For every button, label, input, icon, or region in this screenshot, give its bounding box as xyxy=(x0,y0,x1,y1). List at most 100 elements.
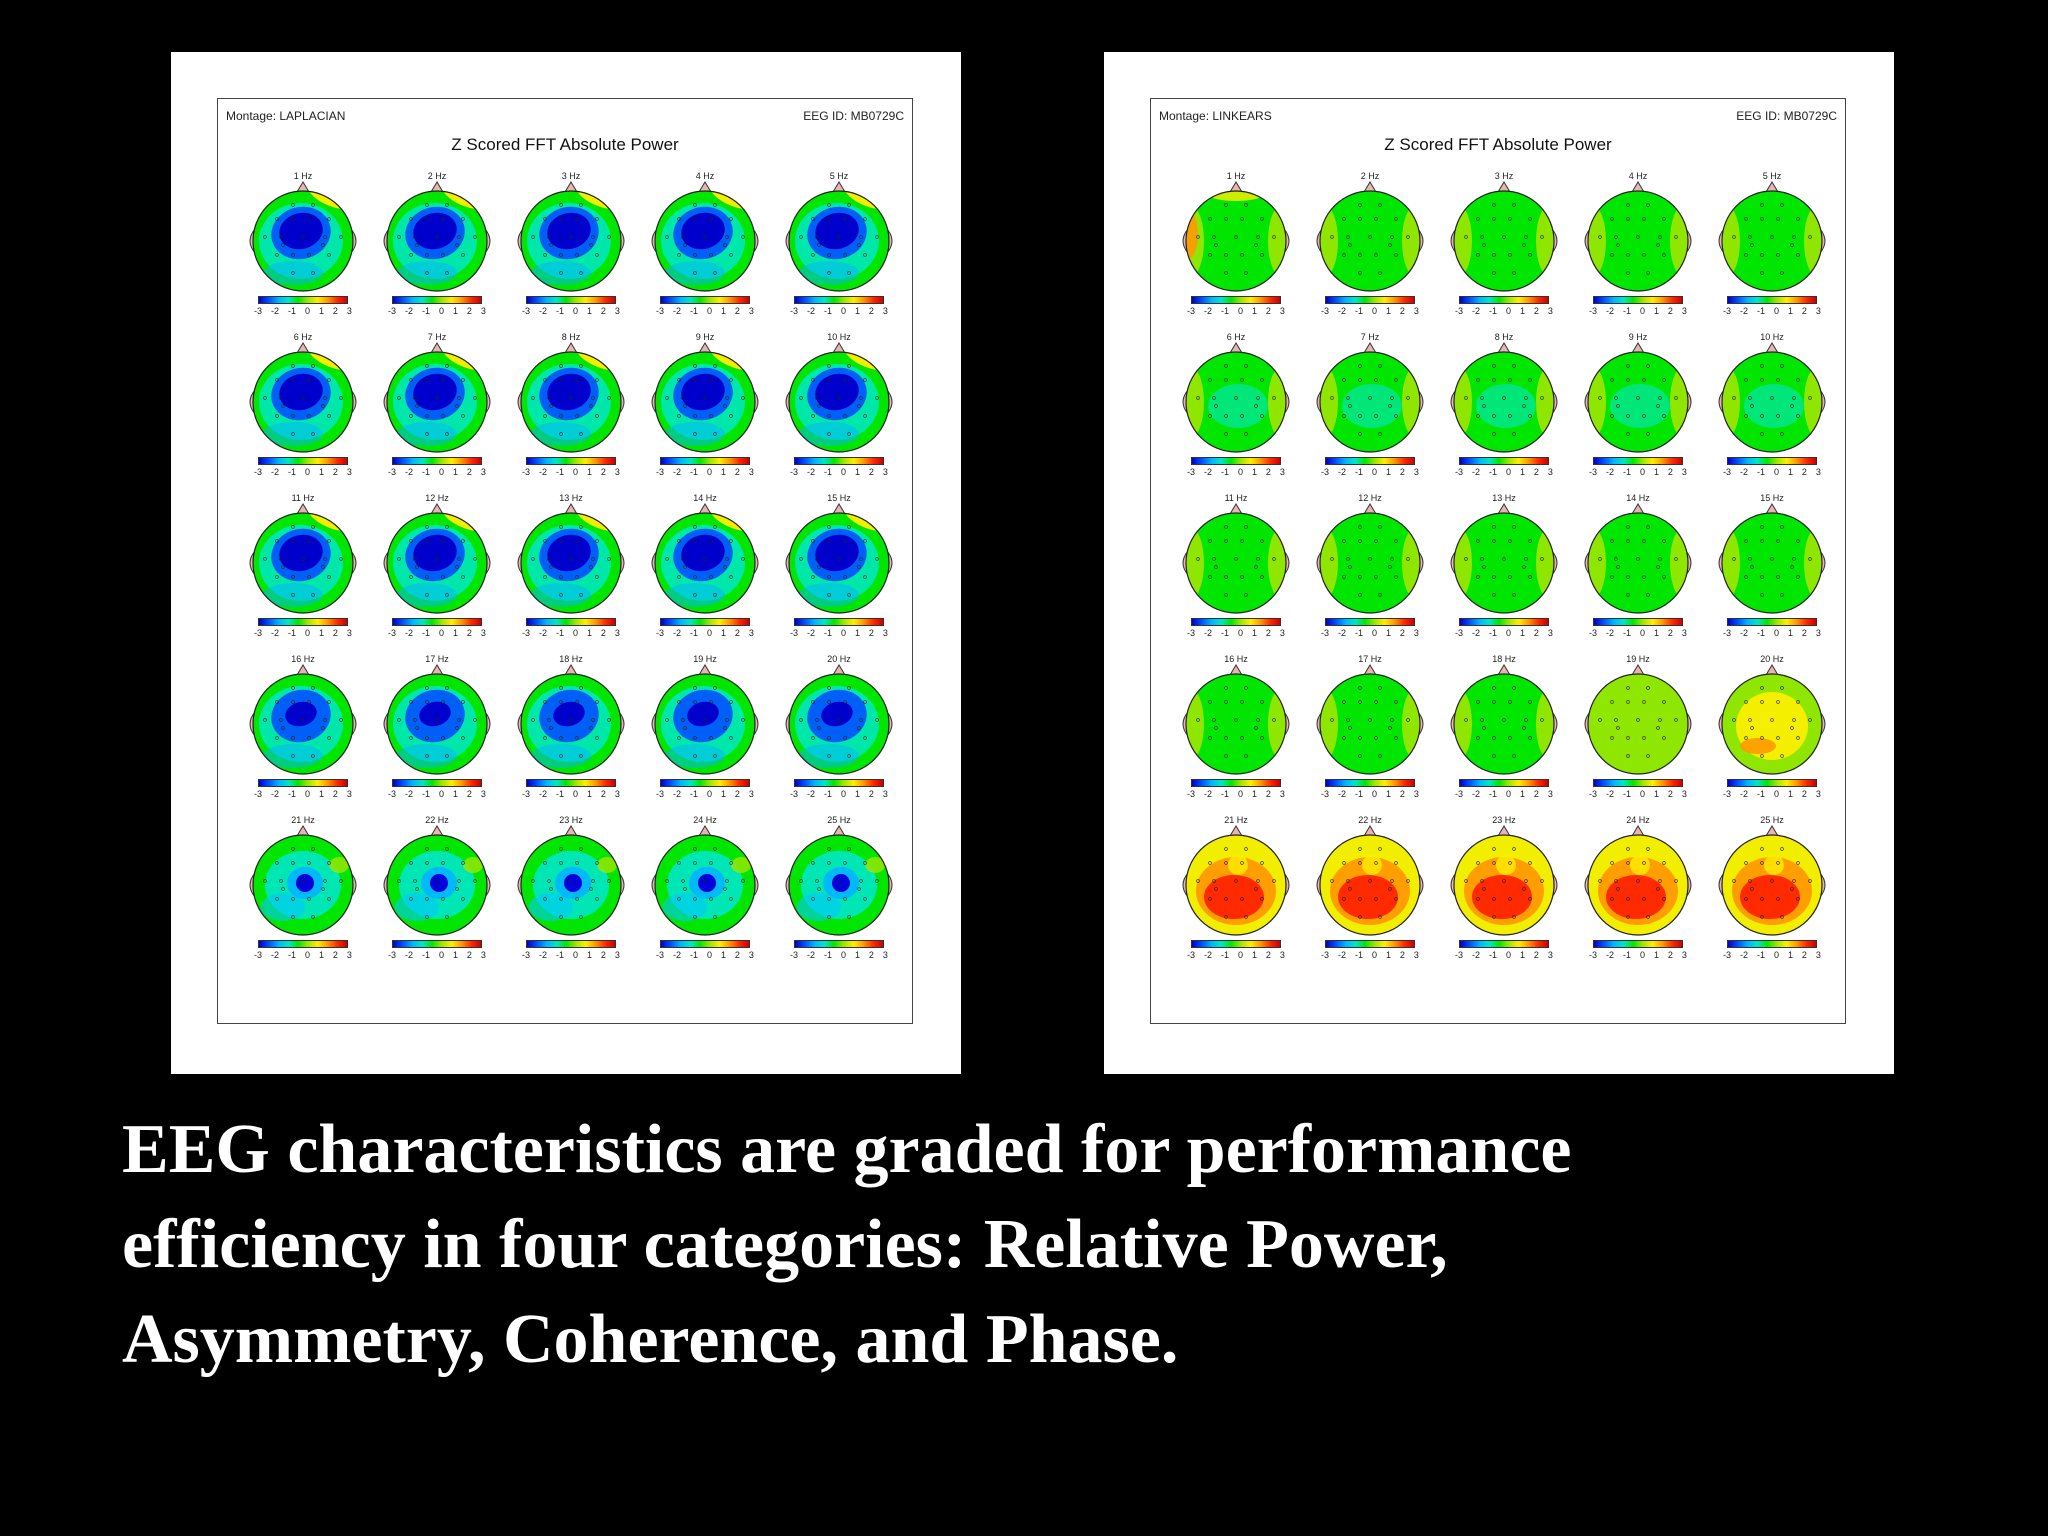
colorbar-tick-label: -3 xyxy=(790,306,799,316)
colorbar-tick-label: 3 xyxy=(1815,789,1821,799)
topomap-cell: 9 Hz -3 -2 -1 0 1 2 3 xyxy=(638,332,772,493)
colorbar-tick-label: 2 xyxy=(1801,306,1807,316)
colorbar-tick-label: -2 xyxy=(1739,306,1748,316)
scalp-topomap xyxy=(249,664,357,775)
frequency-label: 1 Hz xyxy=(1226,171,1246,181)
colorbar-tick-label: -2 xyxy=(1337,950,1346,960)
colorbar-tick-label: 0 xyxy=(1639,789,1645,799)
colorbar-tick-label: 2 xyxy=(466,950,472,960)
colorbar-tick-label: -3 xyxy=(1187,950,1196,960)
colorbar xyxy=(1727,618,1817,626)
topomap-cell: 20 Hz -3 -2 -1 0 1 2 3 xyxy=(772,654,906,815)
topomap-cell: 2 Hz -3 -2 -1 0 1 2 3 xyxy=(370,171,504,332)
colorbar-tick-label: 1 xyxy=(1385,628,1391,638)
topomap-cell: 9 Hz -3 -2 -1 0 1 2 3 xyxy=(1571,332,1705,493)
colorbar-ticks: -3 -2 -1 0 1 2 3 xyxy=(1321,950,1419,960)
colorbar-tick-label: -3 xyxy=(254,950,263,960)
colorbar-tick-label: 0 xyxy=(706,628,712,638)
colorbar-tick-label: 3 xyxy=(1279,467,1285,477)
colorbar-tick-label: 0 xyxy=(1639,950,1645,960)
colorbar-tick-label: -3 xyxy=(1723,789,1732,799)
colorbar-tick-label: 1 xyxy=(1787,628,1793,638)
colorbar xyxy=(258,940,348,948)
colorbar-tick-label: -3 xyxy=(254,628,263,638)
topomap-cell: 23 Hz -3 -2 -1 0 1 2 3 xyxy=(1437,815,1571,976)
colorbar-tick-label: -3 xyxy=(790,467,799,477)
colorbar-tick-label: -1 xyxy=(1220,950,1229,960)
colorbar-ticks: -3 -2 -1 0 1 2 3 xyxy=(1187,950,1285,960)
colorbar-tick-label: 2 xyxy=(868,467,874,477)
scalp-topomap xyxy=(1316,342,1424,453)
topomap-cell: 21 Hz -3 -2 -1 0 1 2 3 xyxy=(236,815,370,976)
colorbar xyxy=(1593,457,1683,465)
colorbar-tick-label: 0 xyxy=(304,950,310,960)
scalp-topomap xyxy=(1584,342,1692,453)
topomap-cell: 11 Hz -3 -2 -1 0 1 2 3 xyxy=(1169,493,1303,654)
colorbar-tick-label: 3 xyxy=(1681,628,1687,638)
figure-frame: Montage: LAPLACIAN EEG ID: MB0729C Z Sco… xyxy=(217,98,913,1024)
colorbar xyxy=(1191,618,1281,626)
topomap-cell: 15 Hz -3 -2 -1 0 1 2 3 xyxy=(772,493,906,654)
colorbar-tick-label: -1 xyxy=(689,467,698,477)
scalp-topomap xyxy=(517,181,625,292)
colorbar-tick-label: -1 xyxy=(823,306,832,316)
topomap-cell: 12 Hz -3 -2 -1 0 1 2 3 xyxy=(1303,493,1437,654)
colorbar-tick-label: 0 xyxy=(1505,467,1511,477)
colorbar-tick-label: 3 xyxy=(882,467,888,477)
colorbar-tick-label: 0 xyxy=(840,950,846,960)
colorbar-tick-label: 1 xyxy=(720,467,726,477)
colorbar-ticks: -3 -2 -1 0 1 2 3 xyxy=(1589,306,1687,316)
colorbar-tick-label: 3 xyxy=(1681,467,1687,477)
frequency-label: 9 Hz xyxy=(695,332,715,342)
colorbar-tick-label: 1 xyxy=(1653,628,1659,638)
colorbar-tick-label: 0 xyxy=(304,306,310,316)
colorbar-tick-label: 0 xyxy=(840,306,846,316)
frequency-label: 14 Hz xyxy=(693,493,717,503)
colorbar-tick-label: -2 xyxy=(538,789,547,799)
colorbar-ticks: -3 -2 -1 0 1 2 3 xyxy=(254,467,352,477)
scalp-topomap xyxy=(1316,825,1424,936)
left-figure-panel: Montage: LAPLACIAN EEG ID: MB0729C Z Sco… xyxy=(171,52,961,1074)
colorbar-tick-label: 0 xyxy=(706,306,712,316)
colorbar-tick-label: 3 xyxy=(748,306,754,316)
colorbar-tick-label: 3 xyxy=(1681,950,1687,960)
colorbar-tick-label: 1 xyxy=(1519,306,1525,316)
colorbar xyxy=(794,296,884,304)
colorbar-tick-label: 1 xyxy=(1385,467,1391,477)
colorbar-tick-label: 0 xyxy=(706,467,712,477)
colorbar-tick-label: -3 xyxy=(1455,628,1464,638)
colorbar xyxy=(794,618,884,626)
scalp-topomap xyxy=(1182,503,1290,614)
colorbar-tick-label: -2 xyxy=(270,306,279,316)
topomap-cell: 1 Hz -3 -2 -1 0 1 2 3 xyxy=(236,171,370,332)
colorbar-tick-label: 0 xyxy=(1639,306,1645,316)
figure-title: Z Scored FFT Absolute Power xyxy=(1384,135,1612,154)
frequency-label: 3 Hz xyxy=(561,171,581,181)
colorbar xyxy=(660,779,750,787)
colorbar-tick-label: 2 xyxy=(466,789,472,799)
colorbar-tick-label: 0 xyxy=(1237,467,1243,477)
frequency-label: 9 Hz xyxy=(1628,332,1648,342)
topomap-cell: 17 Hz -3 -2 -1 0 1 2 3 xyxy=(1303,654,1437,815)
colorbar xyxy=(1191,940,1281,948)
colorbar-tick-label: 1 xyxy=(1653,789,1659,799)
frequency-label: 25 Hz xyxy=(1760,815,1784,825)
colorbar-tick-label: 1 xyxy=(854,950,860,960)
scalp-topomap xyxy=(249,503,357,614)
colorbar-tick-label: -1 xyxy=(287,306,296,316)
colorbar-tick-label: -3 xyxy=(388,628,397,638)
montage-label: Montage: LAPLACIAN xyxy=(226,109,346,123)
colorbar-tick-label: -3 xyxy=(1187,467,1196,477)
frequency-label: 21 Hz xyxy=(1224,815,1248,825)
scalp-topomap xyxy=(383,503,491,614)
colorbar-ticks: -3 -2 -1 0 1 2 3 xyxy=(1321,306,1419,316)
colorbar-tick-label: -1 xyxy=(1220,467,1229,477)
colorbar-tick-label: 0 xyxy=(1639,467,1645,477)
colorbar-tick-label: -2 xyxy=(806,467,815,477)
frequency-label: 3 Hz xyxy=(1494,171,1514,181)
colorbar-tick-label: 0 xyxy=(572,467,578,477)
colorbar-tick-label: -3 xyxy=(1321,950,1330,960)
colorbar-ticks: -3 -2 -1 0 1 2 3 xyxy=(656,950,754,960)
frequency-label: 15 Hz xyxy=(1760,493,1784,503)
topomap-cell: 13 Hz -3 -2 -1 0 1 2 3 xyxy=(504,493,638,654)
